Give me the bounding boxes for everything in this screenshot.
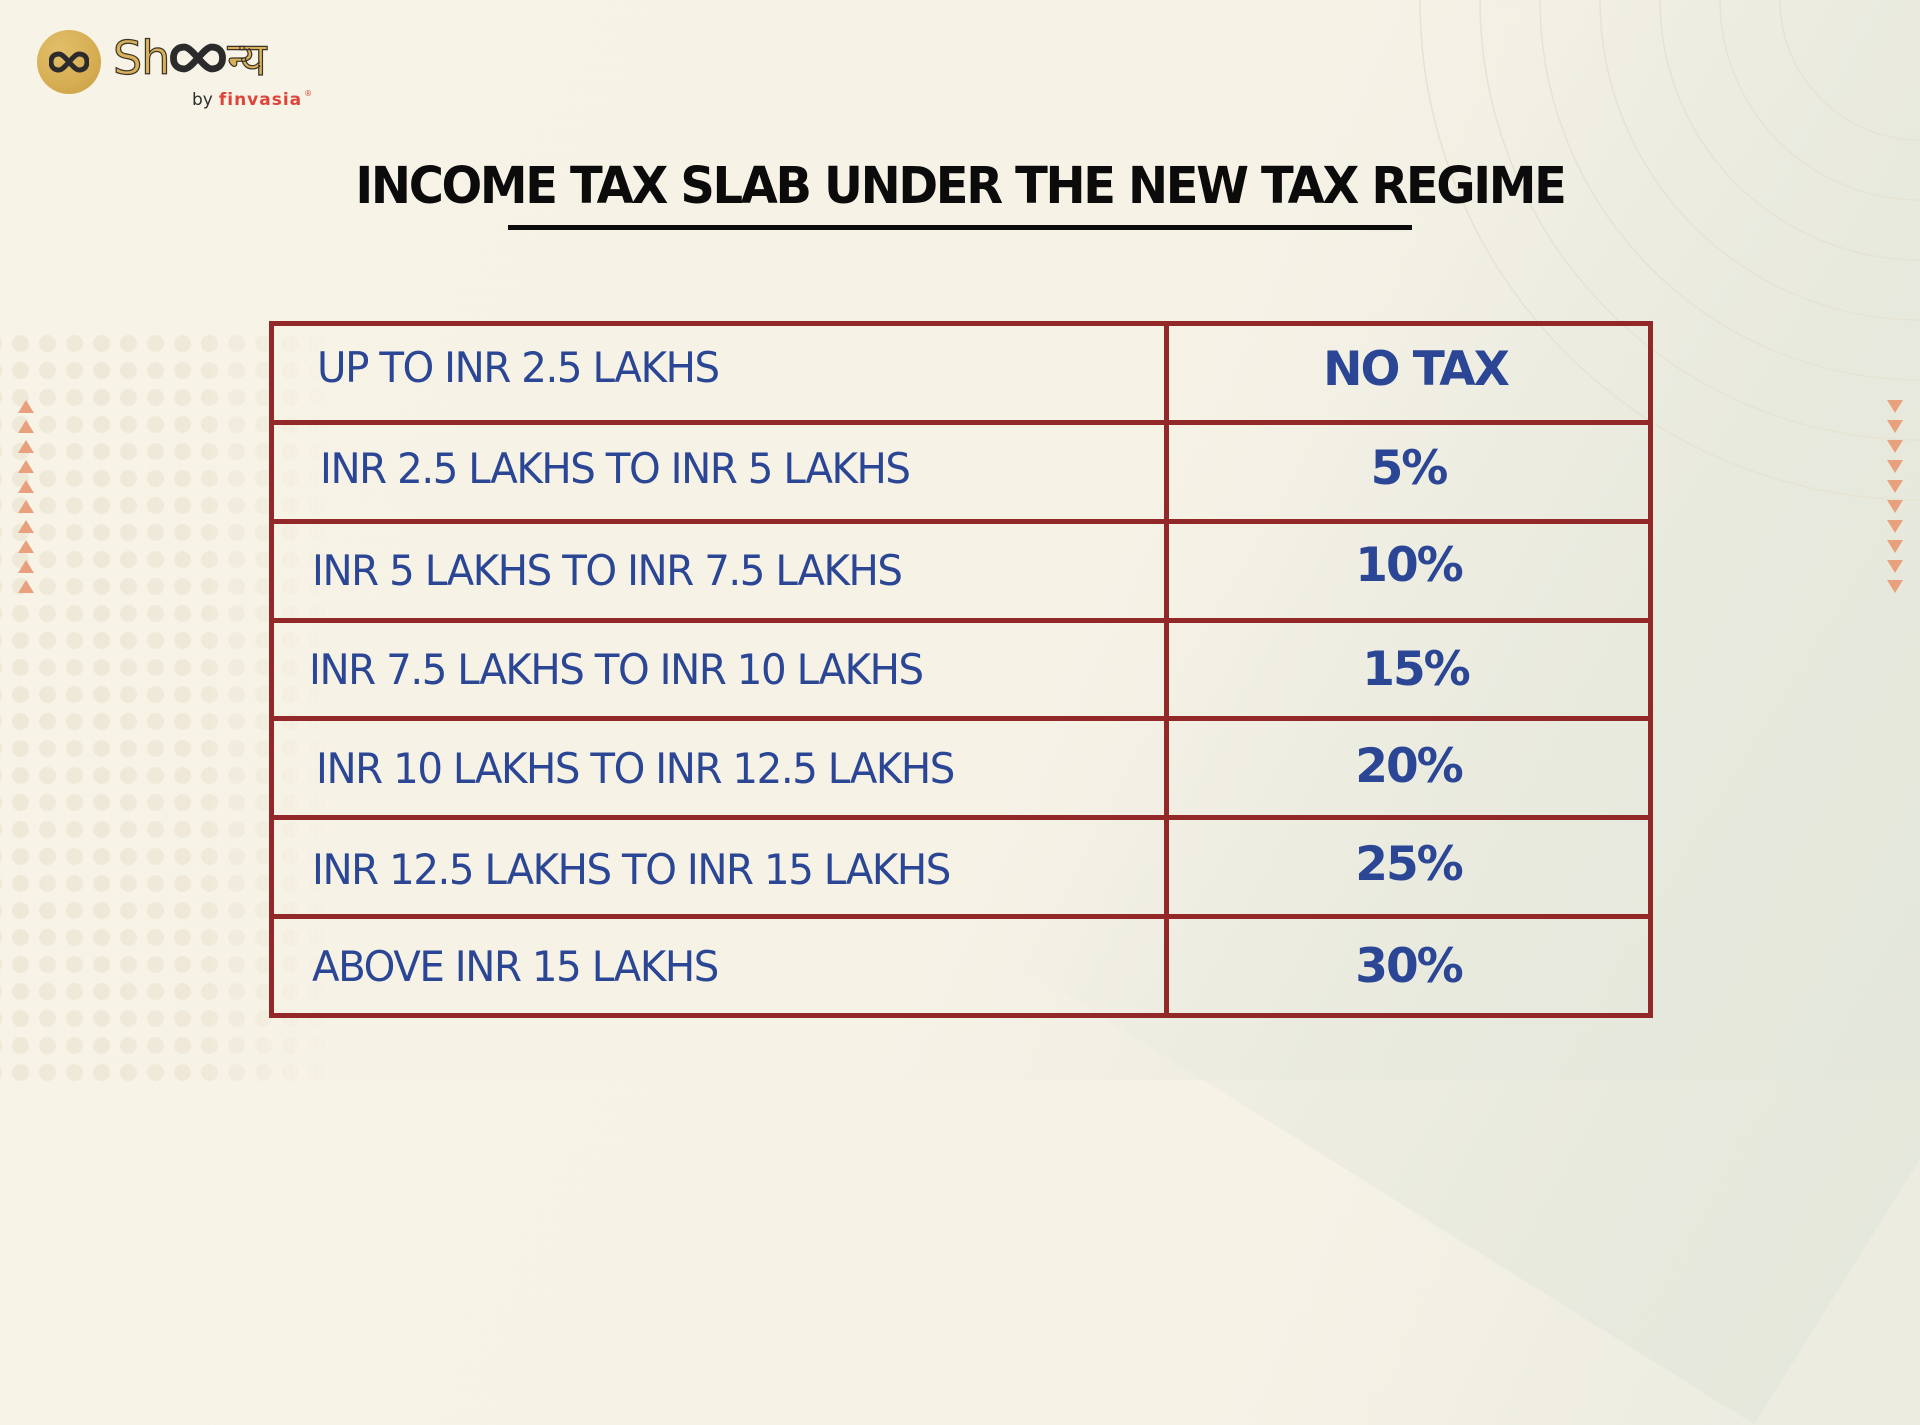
right-triangle-column xyxy=(1887,400,1905,600)
triangle-up-icon xyxy=(18,480,34,493)
triangle-down-icon xyxy=(1887,460,1903,473)
triangle-up-icon xyxy=(18,500,34,513)
rate-value: 5% xyxy=(1370,441,1449,497)
triangle-up-icon xyxy=(18,400,34,413)
rate-cell: 5% xyxy=(1164,419,1653,524)
logo-wordmark: Sh न्य xyxy=(112,28,267,88)
triangle-down-icon xyxy=(1887,500,1903,513)
page-title: INCOME TAX SLAB UNDER THE NEW TAX REGIME xyxy=(355,157,1566,216)
logo-byline: by finvasia ® xyxy=(192,89,313,110)
slab-label: ABOVE INR 15 LAKHS xyxy=(312,941,719,991)
table-row: INR 5 LAKHS TO INR 7.5 LAKHS 10% xyxy=(269,518,1653,623)
table-row: INR 12.5 LAKHS TO INR 15 LAKHS 25% xyxy=(269,815,1653,920)
slab-cell: INR 7.5 LAKHS TO INR 10 LAKHS xyxy=(269,617,1169,722)
triangle-down-icon xyxy=(1887,400,1903,413)
rate-cell: NO TAX xyxy=(1164,321,1653,425)
rate-cell: 30% xyxy=(1164,914,1653,1018)
rate-value: 10% xyxy=(1355,538,1464,594)
shoonya-logo: Sh न्य by finvasia ® xyxy=(37,28,317,118)
slab-label: INR 7.5 LAKHS TO INR 10 LAKHS xyxy=(309,644,924,694)
triangle-up-icon xyxy=(18,440,34,453)
slab-cell: INR 10 LAKHS TO INR 12.5 LAKHS xyxy=(269,716,1169,821)
triangle-down-icon xyxy=(1887,480,1903,493)
rate-cell: 10% xyxy=(1164,518,1653,623)
slab-label: INR 2.5 LAKHS TO INR 5 LAKHS xyxy=(320,444,911,494)
triangle-up-icon xyxy=(18,540,34,553)
wordmark-infinity-icon xyxy=(170,43,227,73)
logo-wordmark-devanagari: न्य xyxy=(227,31,267,86)
finvasia-logo-text: finvasia xyxy=(218,90,303,110)
rate-value: 20% xyxy=(1355,738,1464,794)
infinity-badge-icon xyxy=(37,30,101,94)
left-triangle-column xyxy=(18,400,36,600)
triangle-up-icon xyxy=(18,420,34,433)
triangle-down-icon xyxy=(1887,580,1903,593)
table-row: INR 2.5 LAKHS TO INR 5 LAKHS 5% xyxy=(269,419,1653,524)
byline-prefix: by xyxy=(192,90,213,110)
table-row: INR 10 LAKHS TO INR 12.5 LAKHS 20% xyxy=(269,716,1653,821)
slab-cell: INR 5 LAKHS TO INR 7.5 LAKHS xyxy=(269,518,1169,623)
slab-cell: ABOVE INR 15 LAKHS xyxy=(269,914,1169,1018)
infinity-icon xyxy=(49,51,89,73)
triangle-down-icon xyxy=(1887,560,1903,573)
rate-cell: 20% xyxy=(1164,716,1653,821)
slab-cell: INR 12.5 LAKHS TO INR 15 LAKHS xyxy=(269,815,1169,920)
rate-value: 30% xyxy=(1355,938,1464,994)
slab-cell: INR 2.5 LAKHS TO INR 5 LAKHS xyxy=(269,419,1169,524)
slab-label: INR 5 LAKHS TO INR 7.5 LAKHS xyxy=(312,546,903,596)
table-row: INR 7.5 LAKHS TO INR 10 LAKHS 15% xyxy=(269,617,1653,722)
triangle-down-icon xyxy=(1887,520,1903,533)
logo-wordmark-latin: Sh xyxy=(112,30,171,85)
triangle-down-icon xyxy=(1887,540,1903,553)
triangle-up-icon xyxy=(18,560,34,573)
triangle-up-icon xyxy=(18,520,34,533)
slab-cell: UP TO INR 2.5 LAKHS xyxy=(269,321,1169,425)
rate-cell: 15% xyxy=(1164,617,1653,722)
triangle-down-icon xyxy=(1887,420,1903,433)
table-row: UP TO INR 2.5 LAKHS NO TAX xyxy=(269,321,1653,425)
title-underline xyxy=(508,225,1412,230)
slab-label: UP TO INR 2.5 LAKHS xyxy=(317,343,720,393)
table-row: ABOVE INR 15 LAKHS 30% xyxy=(269,914,1653,1018)
rate-value: NO TAX xyxy=(1323,342,1510,398)
rate-value: 15% xyxy=(1362,641,1471,697)
rate-cell: 25% xyxy=(1164,815,1653,920)
rate-value: 25% xyxy=(1355,836,1464,892)
registered-mark: ® xyxy=(304,89,313,98)
slab-label: INR 12.5 LAKHS TO INR 15 LAKHS xyxy=(312,844,951,894)
triangle-down-icon xyxy=(1887,440,1903,453)
triangle-up-icon xyxy=(18,580,34,593)
tax-slab-table: UP TO INR 2.5 LAKHS NO TAX INR 2.5 LAKHS… xyxy=(269,321,1653,1018)
triangle-up-icon xyxy=(18,460,34,473)
slab-label: INR 10 LAKHS TO INR 12.5 LAKHS xyxy=(316,743,955,793)
